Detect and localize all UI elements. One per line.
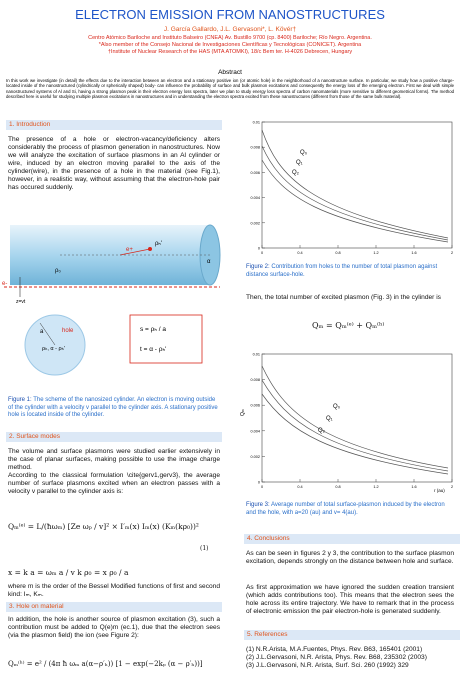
curve-label: Q₀ (333, 404, 341, 410)
curve (262, 380, 448, 471)
x-tick-label: 0 (261, 485, 263, 489)
authors: J. García Gallardo, J.L. Gervasoni*, L. … (0, 26, 460, 33)
paragraph: According to the classical formulation \… (8, 472, 220, 496)
affiliation: *Also member of the Consejo Nacional de … (0, 42, 460, 48)
equation: Qₘ⁽ᵉ⁾ = L/(ħωₘ) [Ze ωₚ / v]² × I′ₘ(x) Iₘ… (8, 522, 199, 531)
curve (262, 160, 448, 242)
y-tick-label: 0 (258, 247, 260, 251)
x-tick-label: 2 (451, 485, 453, 489)
paragraph: Then, the total number of excited plasmo… (246, 294, 454, 302)
y-tick-label: 0.002 (250, 455, 260, 459)
curve-label: Q₁ (326, 416, 333, 422)
label: α (207, 259, 211, 265)
y-tick-label: 0 (258, 481, 260, 485)
x-tick-label: 0.4 (297, 251, 302, 255)
caption-label: Figure 2: (246, 264, 270, 270)
caption-label: Figure 3: (246, 502, 270, 508)
x-tick-label: 0.8 (335, 251, 340, 255)
curve (262, 394, 448, 474)
section-heading: 5. References (244, 630, 460, 640)
paragraph: In addition, the hole is another source … (8, 616, 220, 640)
reference: (2) J.L.Gervasoni, N.R. Arista, Phys. Re… (246, 654, 454, 662)
x-tick-label: 2 (451, 251, 453, 255)
equation: Qₘ⁽ʰ⁾ = e² / (4π ħ ωₘ a(α−ρ′ₕ)) [1 − exp… (8, 660, 203, 668)
label: t = α - ρₕ' (140, 346, 166, 353)
section-heading: 1. Introduction (6, 120, 222, 130)
figure-3-plot: Q₀ Q₁ Q₂ Qₘ r (au) 0 0.002 0.004 0.006 0.008… (238, 346, 460, 496)
equation: x = k a = ωₘ a / v k ρ₀ = x ρ₀ / a (8, 568, 128, 577)
y-tick-label: 0.004 (250, 429, 260, 433)
label: ρₕ, α - ρₕ' (42, 346, 65, 352)
y-tick-label: 0.006 (250, 171, 260, 175)
figure-1: ρ₀ e+ ρₕ' α e- z=vt hole a ρₕ, α - ρₕ' s… (0, 205, 230, 395)
x-tick-label: 1.2 (373, 485, 378, 489)
axis-label: Qₘ (240, 409, 246, 416)
hole-point (148, 247, 152, 251)
caption-text: Contribution from holes to the number of… (246, 264, 437, 278)
caption: Figure 3: Average number of total surfac… (246, 502, 454, 517)
label: e- (2, 281, 7, 287)
paragraph: The presence of a hole or electron-vacan… (8, 136, 220, 192)
paragraph: The volume and surface plasmons were stu… (8, 448, 220, 472)
label: hole (62, 328, 74, 334)
label: ρₕ' (155, 241, 162, 247)
label: s = ρₕ / a (140, 326, 166, 333)
curve-label: Q₀ (300, 150, 308, 156)
curve-label: Q₁ (296, 160, 303, 166)
y-tick-label: 0.002 (250, 221, 260, 225)
label: z=vt (16, 299, 26, 305)
x-tick-label: 1.6 (411, 251, 416, 255)
equation: Qₘ = Qₘ⁽ᵉ⁾ + Qₘ⁽ʰ⁾ (312, 321, 384, 330)
y-tick-label: 0.01 (253, 121, 260, 125)
y-tick-label: 0.008 (250, 378, 260, 382)
x-tick-label: 0 (261, 251, 263, 255)
label: ρ₀ (55, 268, 61, 274)
abstract-heading: Abstract (0, 69, 460, 76)
reference: (3) J.L.Gervasoni, N.R. Arista, Surf. Sc… (246, 662, 454, 670)
affiliation: †Institute of Nuclear Research of the HA… (0, 49, 460, 55)
section-heading: 4. Conclusions (244, 534, 460, 544)
abstract: In this work we investigate (in detail) … (6, 78, 454, 100)
title: ELECTRON EMISSION FROM NANOSTRUCTURES (0, 7, 460, 22)
curve-label: Q₂ (318, 428, 326, 434)
reference: (1) N.R.Arista, M.A.Fuentes, Phys. Rev. … (246, 646, 454, 654)
poster: ELECTRON EMISSION FROM NANOSTRUCTURES J.… (0, 0, 460, 686)
x-tick-label: 0.4 (297, 485, 302, 489)
curve-label: Q₂ (292, 170, 300, 176)
caption-label: Figure 1: (8, 397, 32, 403)
section-heading: 2. Surface modes (6, 432, 222, 442)
paragraph: As first approximation we have ignored t… (246, 584, 454, 616)
x-tick-label: 1.2 (373, 251, 378, 255)
x-tick-label: 1.6 (411, 485, 416, 489)
curve (262, 146, 448, 240)
caption-text: Average number of total surface-plasmon … (246, 502, 445, 516)
affiliation: Centro Atómico Bariloche and Instituto B… (0, 35, 460, 41)
caption-text: The scheme of the nanosized cylinder. An… (8, 397, 218, 418)
figure-2-plot: Q₀ Q₁ Q₂ 0 0.002 0.004 0.006 0.008 0.01 0 0.4 0.… (238, 116, 460, 261)
y-tick-label: 0.008 (250, 146, 260, 150)
paragraph: where m is the order of the Bessel Modif… (8, 583, 220, 599)
curve (262, 366, 448, 468)
formula-box (130, 315, 202, 363)
caption: Figure 2: Contribution from holes to the… (246, 264, 454, 279)
y-tick-label: 0.004 (250, 196, 260, 200)
plot-frame (262, 354, 452, 482)
axis-label: r (au) (434, 488, 445, 493)
y-tick-label: 0.01 (253, 353, 260, 357)
y-tick-label: 0.006 (250, 404, 260, 408)
x-tick-label: 0.8 (335, 485, 340, 489)
section-heading: 3. Hole on material (6, 602, 222, 612)
caption: Figure 1: The scheme of the nanosized cy… (8, 397, 220, 420)
paragraph: As can be seen in figures 2 y 3, the con… (246, 550, 454, 566)
label: e+ (126, 247, 133, 253)
equation-number: (1) (200, 545, 209, 552)
